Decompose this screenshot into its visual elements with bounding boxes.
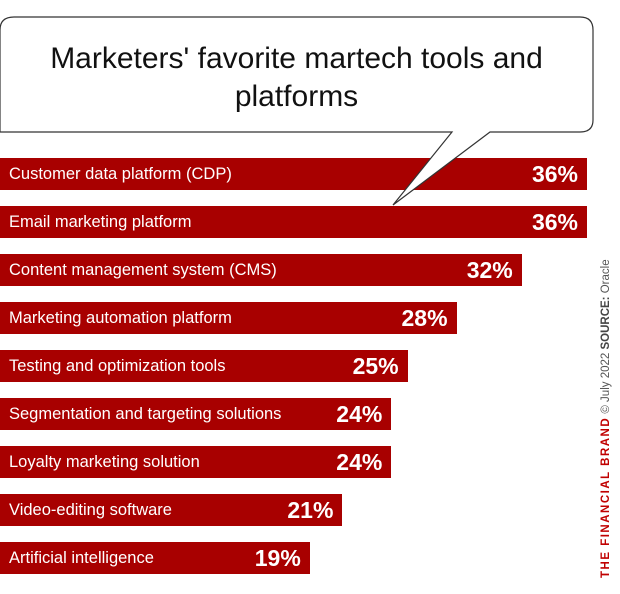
bar: Content management system (CMS) 32% — [0, 254, 522, 286]
bar: Customer data platform (CDP) 36% — [0, 158, 587, 190]
bar-value-label: 24% — [336, 401, 383, 427]
bar: Marketing automation platform 28% — [0, 302, 457, 334]
credit-line: THE FINANCIAL BRAND © July 2022 SOURCE: … — [600, 259, 612, 578]
speech-bubble — [0, 16, 594, 206]
bar-value-label: 19% — [254, 545, 301, 571]
source-label: SOURCE: — [600, 296, 612, 350]
bar: Testing and optimization tools 25% — [0, 350, 408, 382]
bar-category-label: Customer data platform (CDP) — [9, 165, 232, 183]
bar-category-label: Marketing automation platform — [9, 309, 232, 327]
bar-value-label: 36% — [531, 209, 578, 235]
bar-category-label: Loyalty marketing solution — [9, 453, 200, 471]
bar: Email marketing platform 36% — [0, 206, 587, 238]
bar-category-label: Video-editing software — [9, 501, 172, 519]
bar-category-label: Artificial intelligence — [9, 549, 154, 567]
bar-value-label: 28% — [401, 305, 448, 331]
bar-value-label: 24% — [336, 449, 383, 475]
chart-title: Marketers' favorite martech tools and pl… — [50, 42, 543, 113]
bar-value-label: 36% — [531, 161, 578, 187]
bar-category-label: Segmentation and targeting solutions — [9, 405, 282, 423]
bar-value-label: 25% — [352, 353, 399, 379]
brand-name: THE FINANCIAL BRAND — [600, 416, 612, 578]
bar-category-label: Content management system (CMS) — [9, 261, 277, 279]
bar: Video-editing software 21% — [0, 494, 343, 526]
bar: Loyalty marketing solution 24% — [0, 446, 392, 478]
bar-value-label: 32% — [466, 257, 513, 283]
bar: Segmentation and targeting solutions 24% — [0, 398, 392, 430]
source-name: Oracle — [600, 259, 612, 294]
copyright-date: © July 2022 — [600, 352, 612, 414]
bar-category-label: Testing and optimization tools — [9, 357, 226, 375]
bar-value-label: 21% — [287, 497, 334, 523]
bar: Artificial intelligence 19% — [0, 542, 310, 574]
bar-category-label: Email marketing platform — [9, 213, 192, 231]
